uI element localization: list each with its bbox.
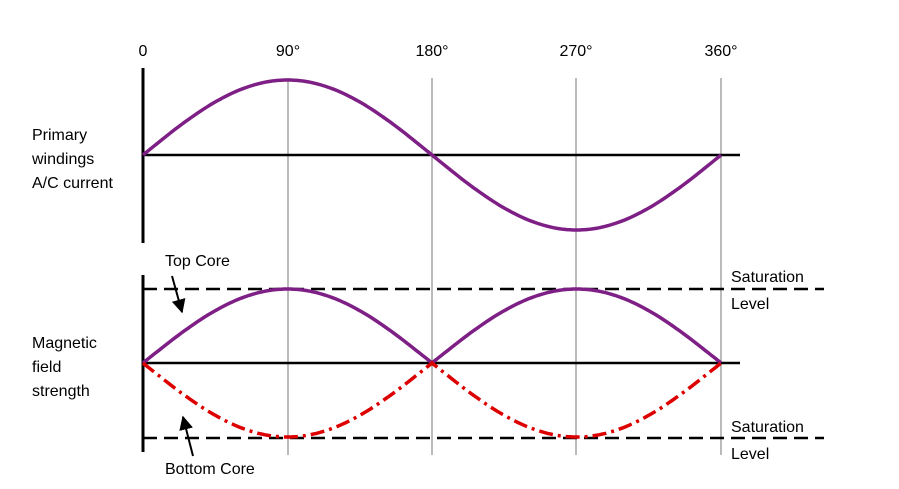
magnetic-field-panel: Saturation Level Saturation Level Magnet… bbox=[32, 253, 824, 478]
top-core-arrow bbox=[171, 275, 186, 314]
magnetic-label-line-2: field bbox=[32, 359, 61, 376]
bottom-core-label: Bottom Core bbox=[165, 461, 255, 478]
primary-label-line-2: windings bbox=[31, 151, 94, 168]
axis-label-180: 180° bbox=[415, 43, 448, 60]
saturation-top-line-2: Level bbox=[731, 296, 769, 313]
axis-label-360: 360° bbox=[704, 43, 737, 60]
primary-label-line-3: A/C current bbox=[32, 175, 113, 192]
saturation-label-bottom: Saturation Level bbox=[731, 419, 808, 463]
axis-label-90: 90° bbox=[276, 43, 300, 60]
top-core-label: Top Core bbox=[165, 253, 230, 270]
primary-current-curve bbox=[141, 78, 723, 232]
magnetic-label: Magnetic field strength bbox=[32, 335, 101, 400]
saturation-bottom-line-2: Level bbox=[731, 446, 769, 463]
axis-label-0: 0 bbox=[139, 43, 148, 60]
saturation-top-line-1: Saturation bbox=[731, 269, 804, 286]
gridlines bbox=[287, 78, 722, 455]
primary-label: Primary windings A/C current bbox=[31, 127, 113, 192]
magnetic-label-line-3: strength bbox=[32, 383, 90, 400]
magnetic-label-line-1: Magnetic bbox=[32, 335, 97, 352]
axis-label-270: 270° bbox=[559, 43, 592, 60]
bottom-core-curve bbox=[141, 360, 723, 439]
saturation-bottom-line-1: Saturation bbox=[731, 419, 804, 436]
saturation-label-top: Saturation Level bbox=[731, 269, 808, 313]
primary-label-line-1: Primary bbox=[32, 127, 87, 144]
primary-current-panel: Primary windings A/C current bbox=[31, 68, 740, 243]
bottom-core-arrow bbox=[179, 415, 194, 457]
